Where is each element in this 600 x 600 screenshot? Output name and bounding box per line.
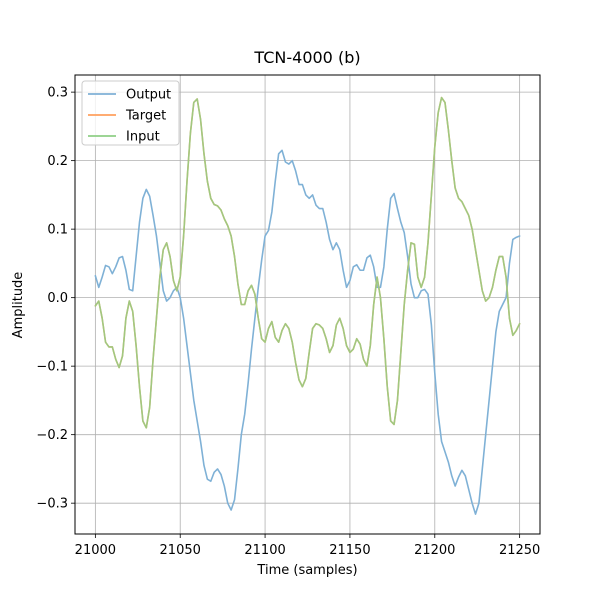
- x-tick-label: 21150: [329, 543, 370, 558]
- legend-label-target: Target: [125, 109, 166, 124]
- legend-label-output: Output: [126, 88, 171, 103]
- y-tick-label: −0.3: [36, 497, 68, 512]
- x-tick-label: 21200: [414, 543, 455, 558]
- chart-title: TCN-4000 (b): [253, 48, 360, 67]
- y-tick-label: −0.1: [36, 360, 68, 375]
- y-tick-label: −0.2: [36, 428, 68, 443]
- x-tick-label: 21000: [75, 543, 116, 558]
- y-tick-label: 0.1: [47, 223, 68, 238]
- series-line-output: [94, 149, 521, 515]
- y-tick-label: 0.3: [47, 86, 68, 101]
- plot-frame: [74, 74, 541, 535]
- y-tick-label: 0.0: [47, 291, 68, 306]
- legend-label-input: Input: [126, 130, 160, 145]
- legend: Output Target Input: [81, 80, 180, 146]
- y-tick-label: 0.2: [47, 154, 68, 169]
- legend-box: [81, 80, 180, 146]
- x-tick-label: 21100: [244, 543, 285, 558]
- series-line-input: [94, 96, 521, 429]
- series-layer: [94, 96, 521, 515]
- x-axis: 21000 21050 21100 21150 21200 21250: [75, 534, 540, 558]
- y-axis-label: Amplitude: [11, 272, 26, 339]
- x-tick-label: 21050: [160, 543, 201, 558]
- y-axis: −0.3 −0.2 −0.1 0.0 0.1 0.2 0.3: [36, 86, 75, 512]
- x-tick-label: 21250: [499, 543, 540, 558]
- x-axis-label: Time (samples): [256, 563, 357, 578]
